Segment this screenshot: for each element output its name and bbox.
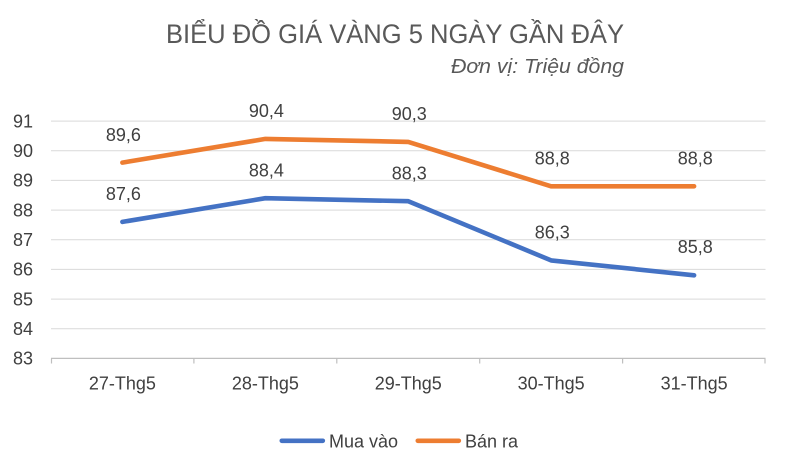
svg-text:30-Thg5: 30-Thg5: [518, 374, 585, 394]
svg-text:88,8: 88,8: [678, 149, 713, 169]
svg-text:Đơn vị: Triệu đồng: Đơn vị: Triệu đồng: [451, 55, 625, 78]
svg-text:29-Thg5: 29-Thg5: [375, 374, 442, 394]
svg-text:86,3: 86,3: [535, 222, 570, 242]
svg-text:31-Thg5: 31-Thg5: [661, 374, 728, 394]
svg-text:90,3: 90,3: [392, 104, 427, 124]
svg-text:88,4: 88,4: [249, 160, 284, 180]
svg-text:91: 91: [13, 111, 33, 131]
svg-text:90: 90: [13, 141, 33, 161]
svg-text:27-Thg5: 27-Thg5: [89, 374, 156, 394]
svg-text:83: 83: [13, 349, 33, 369]
svg-text:Mua vào: Mua vào: [329, 431, 398, 451]
svg-text:87: 87: [13, 230, 33, 250]
svg-text:Bán ra: Bán ra: [465, 431, 519, 451]
svg-text:86: 86: [13, 260, 33, 280]
svg-text:89,6: 89,6: [106, 125, 141, 145]
svg-text:87,6: 87,6: [106, 184, 141, 204]
svg-text:85: 85: [13, 289, 33, 309]
svg-text:84: 84: [13, 319, 33, 339]
svg-text:BIỂU ĐỒ GIÁ VÀNG 5 NGÀY GẦN ĐÂ: BIỂU ĐỒ GIÁ VÀNG 5 NGÀY GẦN ĐÂY: [166, 19, 624, 49]
svg-text:85,8: 85,8: [678, 237, 713, 257]
svg-text:88: 88: [13, 200, 33, 220]
svg-text:88,8: 88,8: [535, 149, 570, 169]
svg-text:88,3: 88,3: [392, 163, 427, 183]
svg-text:28-Thg5: 28-Thg5: [232, 374, 299, 394]
svg-text:90,4: 90,4: [249, 101, 284, 121]
svg-text:89: 89: [13, 171, 33, 191]
